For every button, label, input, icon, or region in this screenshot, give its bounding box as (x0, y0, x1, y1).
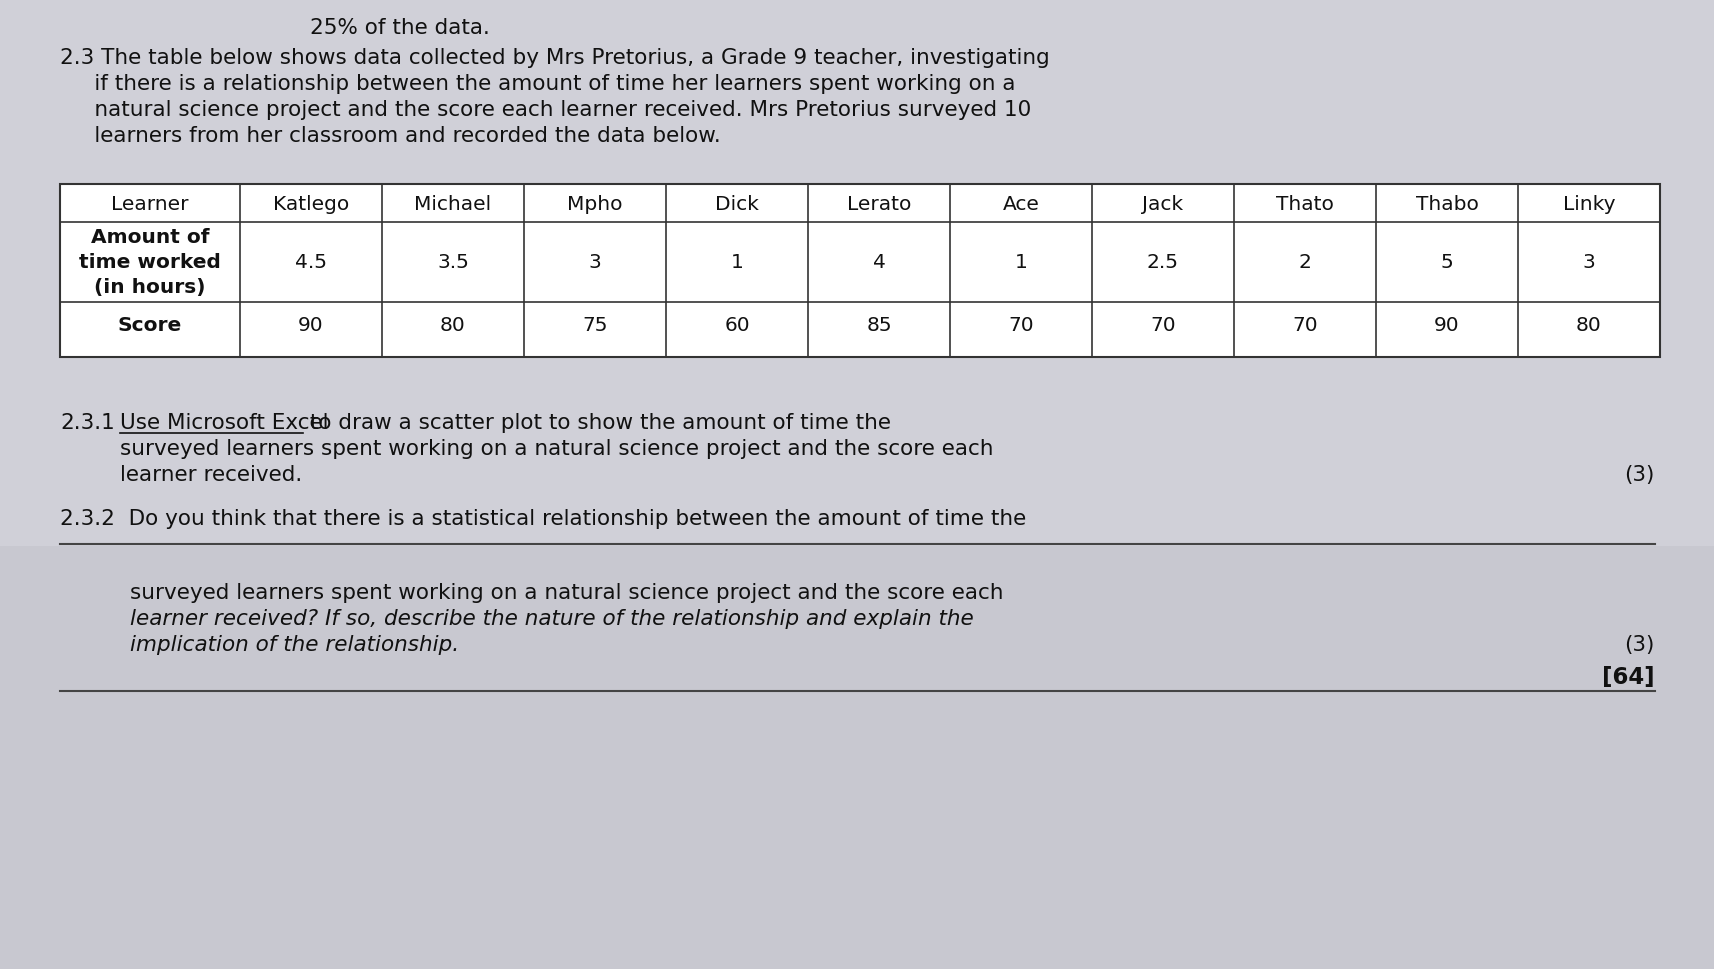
Text: (3): (3) (1623, 464, 1654, 484)
Text: learner received? If so, describe the nature of the relationship and explain the: learner received? If so, describe the na… (130, 609, 974, 628)
Text: [64]: [64] (1601, 666, 1654, 688)
Text: 60: 60 (723, 316, 749, 334)
Text: Jack: Jack (1142, 195, 1183, 213)
Text: 80: 80 (1575, 316, 1601, 334)
Text: learner received.: learner received. (120, 464, 302, 484)
Text: 3: 3 (588, 253, 602, 272)
Text: 80: 80 (440, 316, 466, 334)
Text: 2.3 The table below shows data collected by Mrs Pretorius, a Grade 9 teacher, in: 2.3 The table below shows data collected… (60, 47, 1049, 68)
Text: 2: 2 (1297, 253, 1311, 272)
Text: Thabo: Thabo (1414, 195, 1477, 213)
Text: Amount of
time worked
(in hours): Amount of time worked (in hours) (79, 229, 221, 297)
Text: Linky: Linky (1561, 195, 1615, 213)
Text: 90: 90 (298, 316, 324, 334)
Text: learners from her classroom and recorded the data below.: learners from her classroom and recorded… (60, 126, 720, 146)
Text: implication of the relationship.: implication of the relationship. (130, 635, 459, 654)
Text: surveyed learners spent working on a natural science project and the score each: surveyed learners spent working on a nat… (130, 582, 1003, 603)
Text: Score: Score (118, 316, 182, 334)
Text: 1: 1 (1015, 253, 1027, 272)
Text: 2.3.1: 2.3.1 (60, 413, 115, 432)
Text: Thato: Thato (1275, 195, 1333, 213)
Bar (60, 185, 1659, 358)
Text: 2.5: 2.5 (1147, 253, 1178, 272)
Text: natural science project and the score each learner received. Mrs Pretorius surve: natural science project and the score ea… (60, 100, 1030, 120)
Text: Ace: Ace (1003, 195, 1039, 213)
Text: Learner: Learner (111, 195, 189, 213)
Text: Lerato: Lerato (847, 195, 910, 213)
Text: 25% of the data.: 25% of the data. (310, 18, 490, 38)
Text: Katlego: Katlego (273, 195, 350, 213)
Text: 70: 70 (1008, 316, 1034, 334)
Text: 2.3.2  Do you think that there is a statistical relationship between the amount : 2.3.2 Do you think that there is a stati… (60, 509, 1025, 528)
Text: 90: 90 (1433, 316, 1459, 334)
Bar (0, 547, 1714, 969)
Text: Use Microsoft Excel: Use Microsoft Excel (120, 413, 329, 432)
Text: Dick: Dick (715, 195, 759, 213)
Text: 5: 5 (1440, 253, 1452, 272)
Text: 3: 3 (1582, 253, 1594, 272)
Text: if there is a relationship between the amount of time her learners spent working: if there is a relationship between the a… (60, 74, 1015, 94)
Text: 4: 4 (872, 253, 884, 272)
Text: 4.5: 4.5 (295, 253, 327, 272)
Text: 3.5: 3.5 (437, 253, 468, 272)
Text: 1: 1 (730, 253, 742, 272)
Text: 75: 75 (583, 316, 607, 334)
Text: 85: 85 (866, 316, 891, 334)
Text: Michael: Michael (415, 195, 492, 213)
Text: to draw a scatter plot to show the amount of time the: to draw a scatter plot to show the amoun… (302, 413, 890, 432)
Text: 70: 70 (1291, 316, 1316, 334)
Text: Mpho: Mpho (567, 195, 622, 213)
Text: surveyed learners spent working on a natural science project and the score each: surveyed learners spent working on a nat… (120, 439, 992, 458)
Text: 70: 70 (1150, 316, 1176, 334)
Text: (3): (3) (1623, 635, 1654, 654)
